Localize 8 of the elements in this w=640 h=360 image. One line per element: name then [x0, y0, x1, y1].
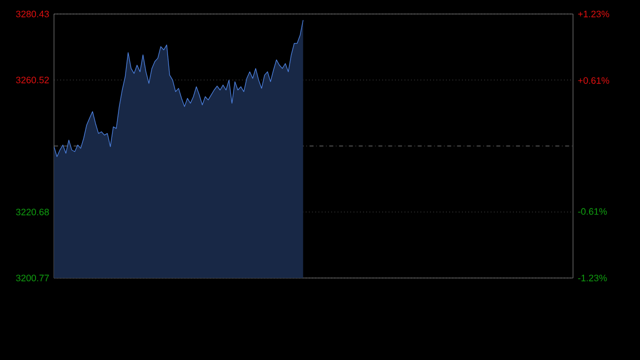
y2-tick-label: -0.61%: [578, 208, 607, 215]
y2-tick-label: +0.61%: [578, 77, 610, 84]
y-tick-label: 3280.43: [16, 10, 49, 18]
y-tick-label: 3220.68: [16, 208, 49, 216]
y2-tick-label: -1.23%: [578, 274, 607, 282]
y-tick-label: 3260.52: [16, 76, 49, 84]
y2-tick-label: +1.23%: [578, 10, 610, 18]
y-tick-label: 3200.77: [16, 274, 49, 282]
